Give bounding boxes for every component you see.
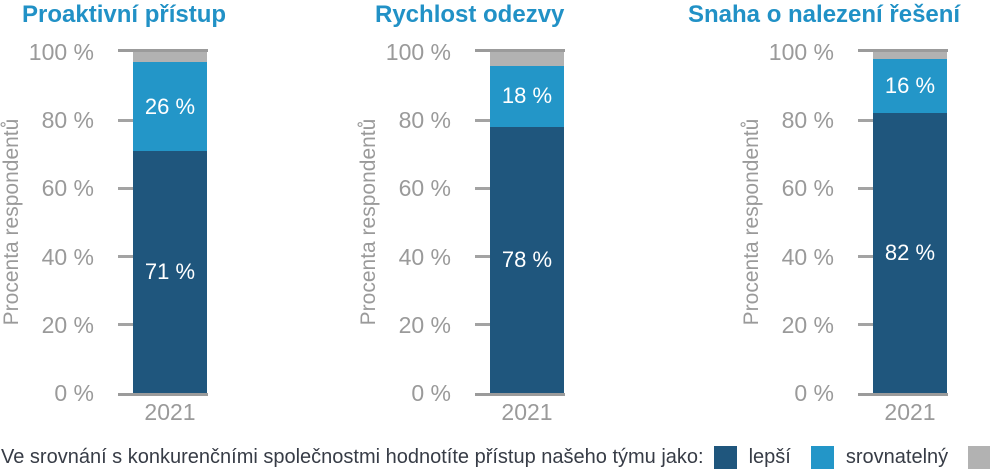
y-tick-label-0: 0 %: [794, 380, 834, 406]
legend-swatch-better: [713, 445, 737, 469]
y-tick-label-20: 20 %: [398, 312, 451, 338]
y-tick-label-100: 100 %: [768, 39, 834, 65]
bar-value-label: 82 %: [884, 240, 936, 266]
bar-segment-better: 78 %: [490, 127, 564, 393]
y-tick-label-0: 0 %: [411, 380, 451, 406]
legend-label-better: lepší: [748, 445, 791, 468]
legend-question: Ve srovnání s konkurenčními společnostmi…: [1, 445, 704, 468]
bar-segment-worse: [490, 52, 564, 66]
bar-value-label: 26 %: [144, 93, 196, 119]
bar-value-label: 16 %: [884, 73, 936, 99]
stacked-bar: 18 % 78 %: [490, 52, 564, 393]
chart-response-speed: Rychlost odezvy Procenta respondentů 100…: [357, 0, 607, 440]
y-tick-label-80: 80 %: [781, 107, 834, 133]
x-tick-label-year: 2021: [884, 399, 936, 425]
legend-swatch-comparable: [810, 445, 834, 469]
bar-segment-better: 82 %: [873, 113, 947, 393]
y-tick-label-20: 20 %: [41, 312, 94, 338]
y-axis-tick: [475, 323, 490, 326]
bar-value-label: 71 %: [144, 258, 196, 284]
y-axis-tick: [475, 119, 490, 122]
y-axis-tick: [118, 119, 133, 122]
axis-baseline: [475, 393, 565, 396]
chart-title: Proaktivní přístup: [22, 1, 227, 28]
y-tick-label-0: 0 %: [54, 380, 94, 406]
y-tick-label-100: 100 %: [28, 39, 94, 65]
y-tick-label-60: 60 %: [41, 175, 94, 201]
legend: Ve srovnání s konkurenčními společnostmi…: [1, 444, 990, 470]
chart-title: Snaha o nalezení řešení: [688, 1, 961, 28]
bar-segment-better: 71 %: [133, 150, 207, 393]
y-tick-label-40: 40 %: [41, 244, 94, 270]
y-tick-label-60: 60 %: [398, 175, 451, 201]
y-axis-tick: [858, 255, 873, 258]
axis-line-top: [118, 49, 208, 52]
stacked-bar: 26 % 71 %: [133, 52, 207, 393]
y-axis-label: Procenta respondentů: [357, 118, 380, 326]
y-axis-tick: [475, 187, 490, 190]
y-axis-tick: [858, 119, 873, 122]
y-axis-tick: [118, 255, 133, 258]
stacked-bar: 16 % 82 %: [873, 52, 947, 393]
axis-line-top: [475, 49, 565, 52]
chart-title: Rychlost odezvy: [375, 1, 565, 28]
y-axis-tick: [118, 323, 133, 326]
y-tick-label-40: 40 %: [398, 244, 451, 270]
axis-baseline: [118, 393, 208, 396]
legend-label-comparable: srovnatelný: [845, 445, 949, 468]
x-tick-label-year: 2021: [501, 399, 553, 425]
axis-baseline: [858, 393, 948, 396]
x-tick-label-year: 2021: [144, 399, 196, 425]
chart-proactive-approach: Proaktivní přístup Procenta respondentů …: [0, 0, 250, 440]
bar-segment-comparable: 18 %: [490, 65, 564, 127]
axis-line-top: [858, 49, 948, 52]
bar-segment-comparable: 26 %: [133, 62, 207, 151]
bar-value-label: 78 %: [501, 246, 553, 272]
y-axis-label: Procenta respondentů: [740, 118, 763, 326]
y-tick-label-80: 80 %: [398, 107, 451, 133]
y-axis-label: Procenta respondentů: [0, 118, 23, 326]
bar-segment-comparable: 16 %: [873, 58, 947, 114]
y-tick-label-60: 60 %: [781, 175, 834, 201]
y-tick-label-100: 100 %: [385, 39, 451, 65]
bar-segment-worse: [133, 52, 207, 63]
chart-solution-effort: Snaha o nalezení řešení Procenta respond…: [688, 0, 990, 440]
y-axis-tick: [858, 323, 873, 326]
y-axis-tick: [118, 187, 133, 190]
bar-value-label: 18 %: [501, 83, 553, 109]
y-tick-label-20: 20 %: [781, 312, 834, 338]
y-axis-tick: [475, 255, 490, 258]
y-tick-label-80: 80 %: [41, 107, 94, 133]
bar-segment-worse: [873, 52, 947, 59]
legend-swatch-worse: [968, 445, 990, 469]
y-axis-tick: [858, 187, 873, 190]
y-tick-label-40: 40 %: [781, 244, 834, 270]
